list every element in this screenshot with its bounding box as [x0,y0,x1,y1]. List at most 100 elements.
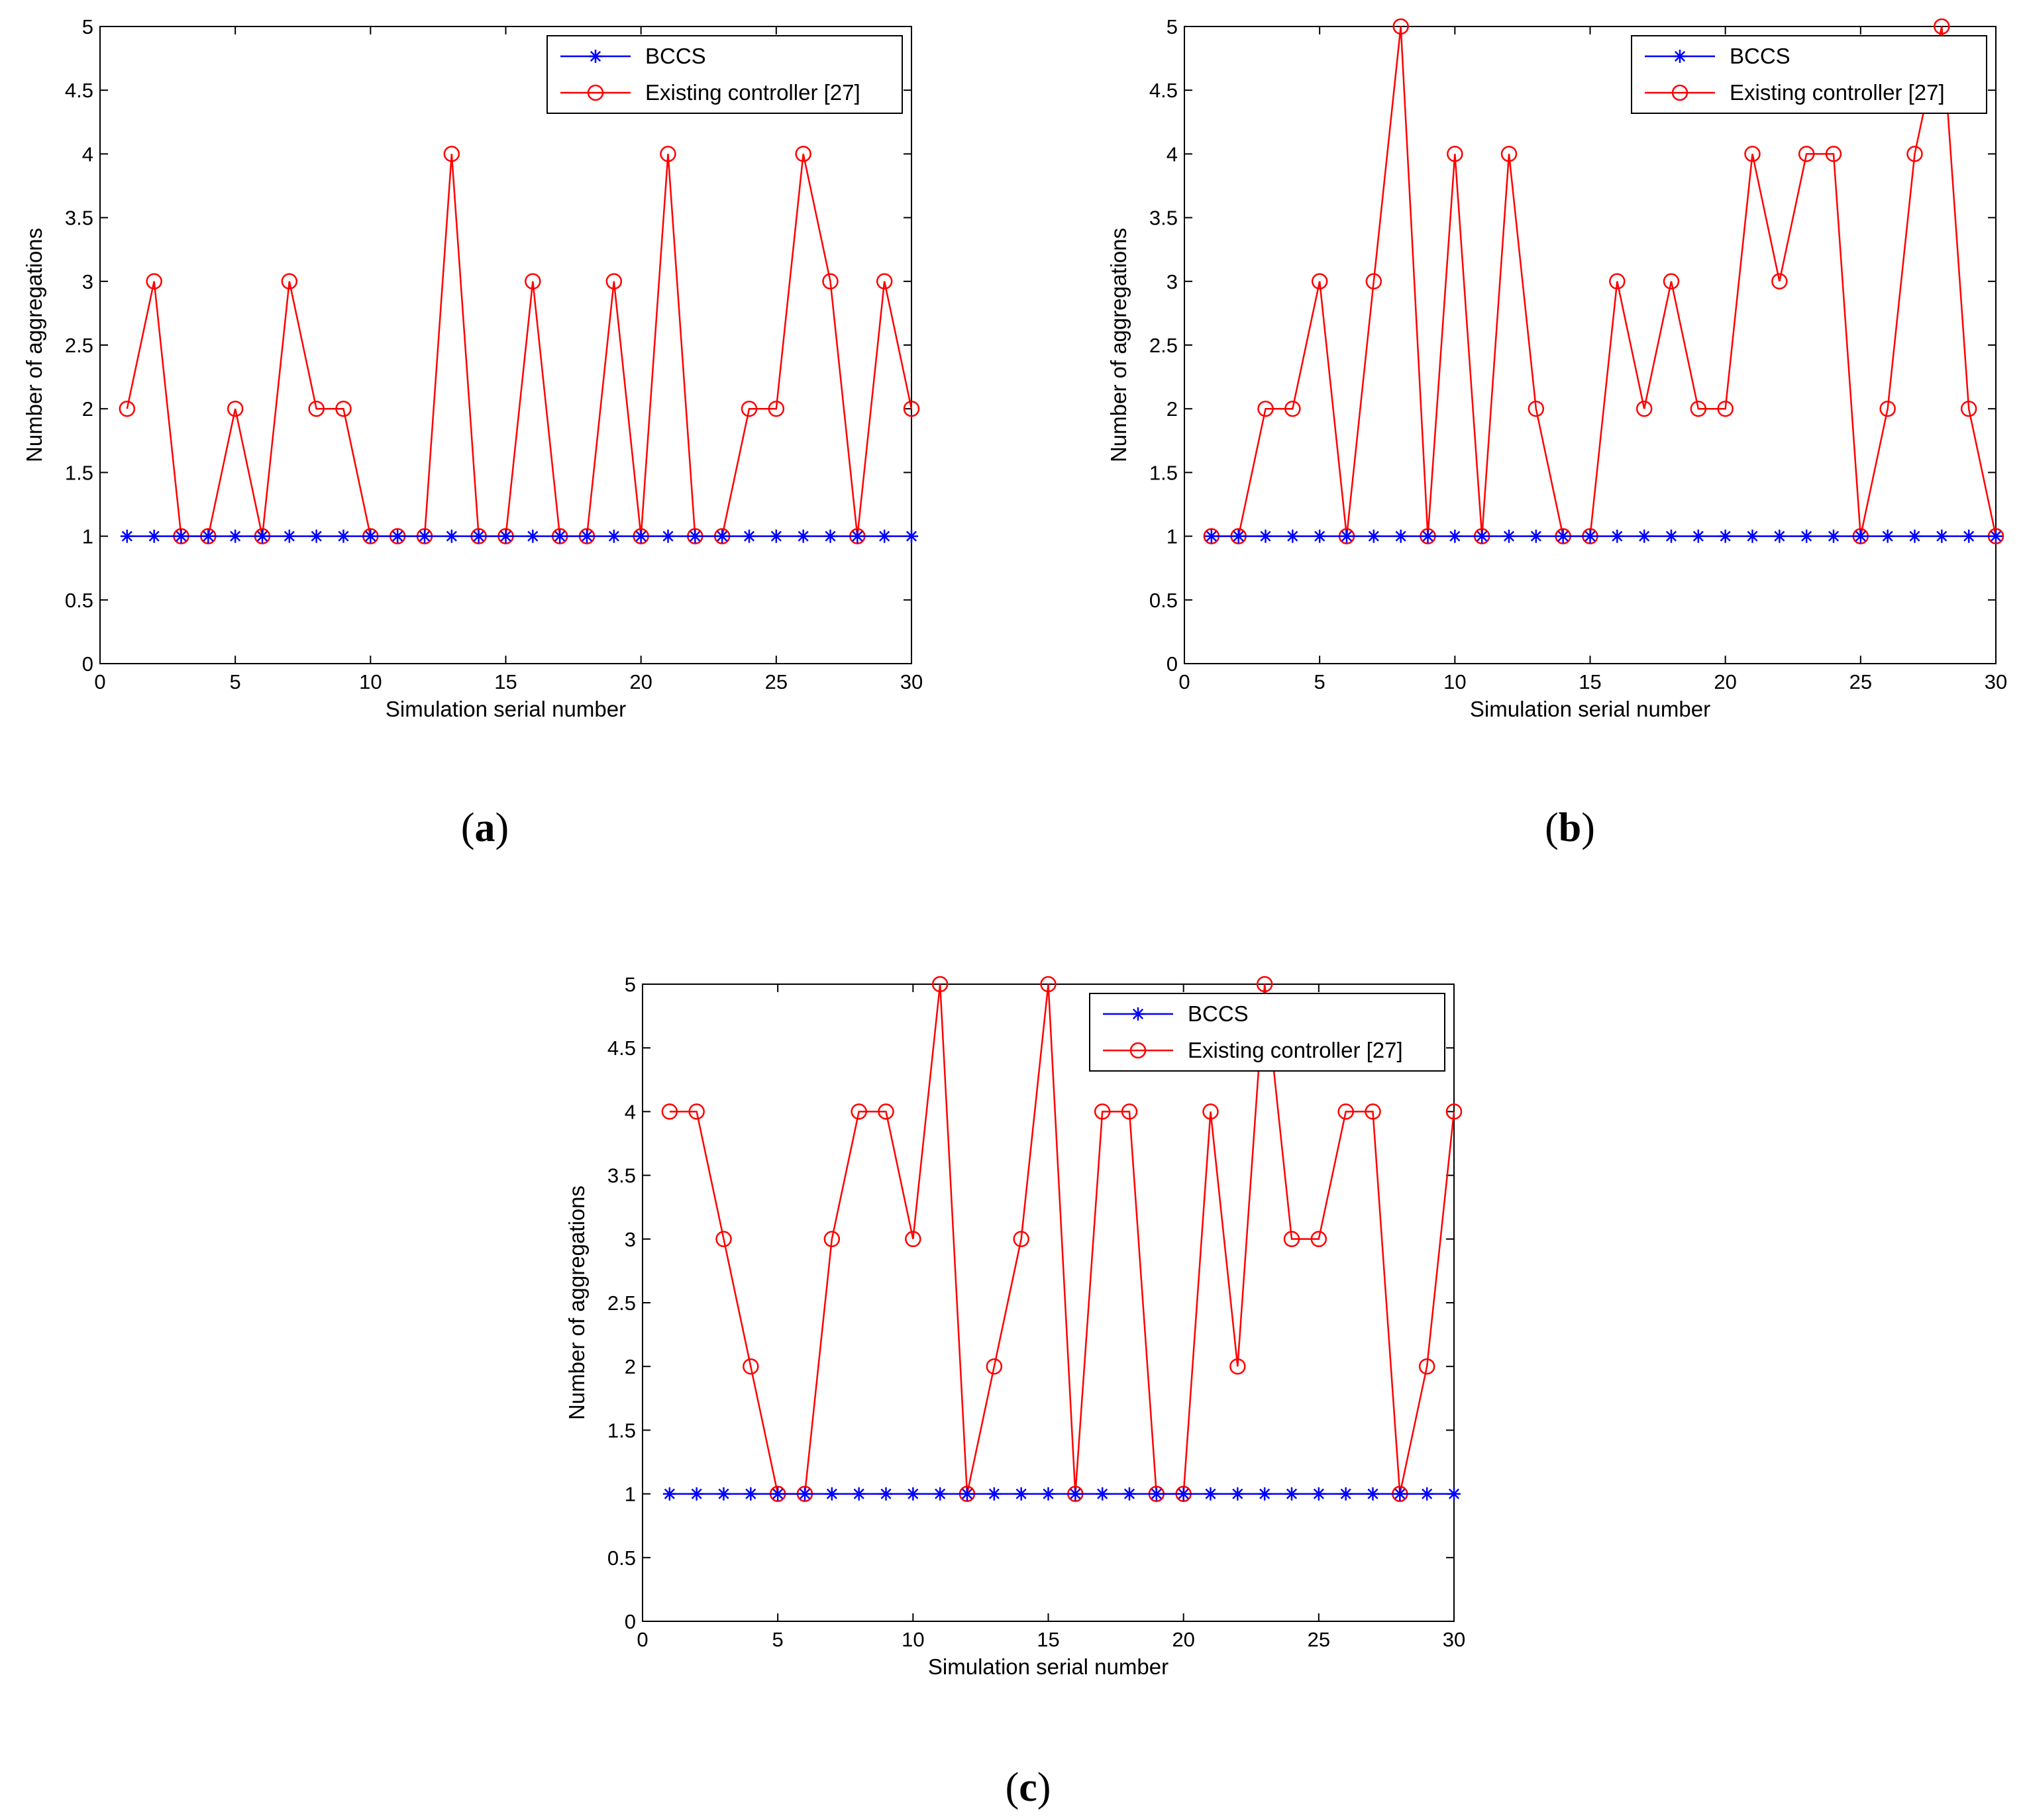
data-point-existing-controller [1879,400,1896,417]
data-point-existing-controller [1094,1103,1111,1120]
y-tick-label: 0 [625,1610,636,1633]
data-point-bccs [120,529,134,543]
data-point-existing-controller [1121,1103,1138,1120]
data-point-bccs [607,529,621,543]
data-point-bccs [256,529,269,543]
data-point-bccs [364,529,378,543]
legend-label-bccs: BCCS [1730,44,1791,68]
legend: BCCS Existing controller [27] [546,35,903,114]
data-point-existing-controller [1229,1358,1246,1375]
data-point-bccs [1176,1487,1190,1501]
data-point-existing-controller [1528,400,1545,417]
data-point-existing-controller [1310,1231,1327,1248]
y-tick-label: 5 [82,15,93,38]
legend-marker-star-icon [589,50,602,63]
data-point-bccs [229,529,242,543]
data-point-bccs [771,1487,785,1501]
legend-label-existing-controller: Existing controller [27] [1188,1038,1403,1062]
data-point-bccs [472,529,486,543]
data-point-existing-controller [1445,1103,1463,1120]
data-point-existing-controller [768,400,785,417]
x-tick-label: 10 [1443,670,1466,693]
data-point-bccs [798,1487,811,1501]
data-point-bccs [1637,529,1651,543]
y-tick-label: 1 [625,1483,636,1506]
data-point-existing-controller [743,1358,759,1375]
data-point-existing-controller [1825,146,1842,162]
caption-open-paren: ( [461,805,475,850]
data-point-bccs [1068,1487,1082,1501]
y-tick-label: 3 [82,270,93,293]
data-point-bccs [1556,529,1570,543]
data-point-existing-controller [1284,400,1301,417]
caption-close-paren: ) [1581,805,1595,850]
caption-letter: a [475,805,495,850]
y-tick-label: 3 [1167,270,1178,293]
y-tick-label: 3.5 [607,1164,636,1188]
data-point-bccs [1231,529,1245,543]
plot-area-frame [1184,26,1997,664]
data-point-bccs [634,529,648,543]
x-tick-label: 0 [94,670,105,693]
x-tick-label: 20 [1714,670,1736,693]
y-tick-label: 4.5 [65,79,93,102]
y-tick-label: 2.5 [65,334,93,357]
data-point-bccs [1313,529,1327,543]
data-point-bccs [906,1487,920,1501]
data-point-bccs [661,529,675,543]
legend-box [546,35,903,114]
series-line-existing-controller [1211,26,1997,537]
plot-area-frame [99,26,912,664]
data-point-existing-controller [525,273,541,290]
data-point-bccs [1286,529,1300,543]
panel-caption-b: (b) [1545,805,1595,850]
data-point-existing-controller [1257,400,1274,417]
data-point-bccs [1123,1487,1136,1501]
y-tick-label: 1.5 [607,1419,636,1442]
legend-label-bccs: BCCS [1188,1001,1249,1026]
y-tick-label: 2 [82,397,93,421]
data-point-existing-controller [822,273,839,290]
data-point-bccs [418,529,431,543]
data-point-bccs [744,1487,758,1501]
x-tick-label: 5 [772,1628,784,1651]
data-point-bccs [1366,1487,1380,1501]
panel-caption-c: (c) [1006,1765,1051,1810]
legend-box [1631,35,1987,114]
x-tick-label: 25 [765,670,788,693]
data-point-existing-controller [605,273,623,290]
x-tick-label: 5 [1314,670,1325,693]
data-point-existing-controller [1337,1103,1354,1120]
data-point-existing-controller [1447,146,1463,162]
x-tick-label: 10 [902,1628,924,1651]
data-point-existing-controller [227,400,244,417]
data-point-bccs [1962,529,1976,543]
y-tick-label: 4 [1167,142,1178,166]
y-tick-label: 4 [82,142,93,166]
data-point-bccs [1447,1487,1461,1501]
caption-open-paren: ( [1006,1765,1019,1810]
caption-close-paren: ) [1037,1765,1051,1810]
y-tick-label: 4 [625,1100,636,1123]
data-point-bccs [147,529,161,543]
data-point-bccs [1448,529,1462,543]
y-tick-label: 1 [82,525,93,548]
x-tick-label: 15 [1579,670,1601,693]
data-point-existing-controller [1663,273,1680,290]
chart-panel-b: 0 5 10 15 20 25 30 0 0.5 1 1.5 2 2.5 3 3.5 4 4.5 5 Simulat… [1106,15,2007,850]
y-tick-label: 1.5 [65,461,93,484]
y-tick-label: 1 [1167,525,1178,548]
legend-label-bccs: BCCS [645,44,706,68]
y-tick-label: 3.5 [1149,207,1178,230]
x-tick-label: 20 [1172,1628,1194,1651]
y-tick-label: 3.5 [65,207,93,230]
y-tick-label: 2 [1167,397,1178,421]
y-tick-label: 0 [82,652,93,676]
data-point-bccs [1204,1487,1218,1501]
x-tick-label: 30 [1443,1628,1465,1651]
x-axis-label: Simulation serial number [1470,697,1710,721]
data-point-bccs [337,529,350,543]
data-point-bccs [499,529,513,543]
x-axis-label: Simulation serial number [928,1654,1168,1679]
data-point-existing-controller [931,976,949,993]
